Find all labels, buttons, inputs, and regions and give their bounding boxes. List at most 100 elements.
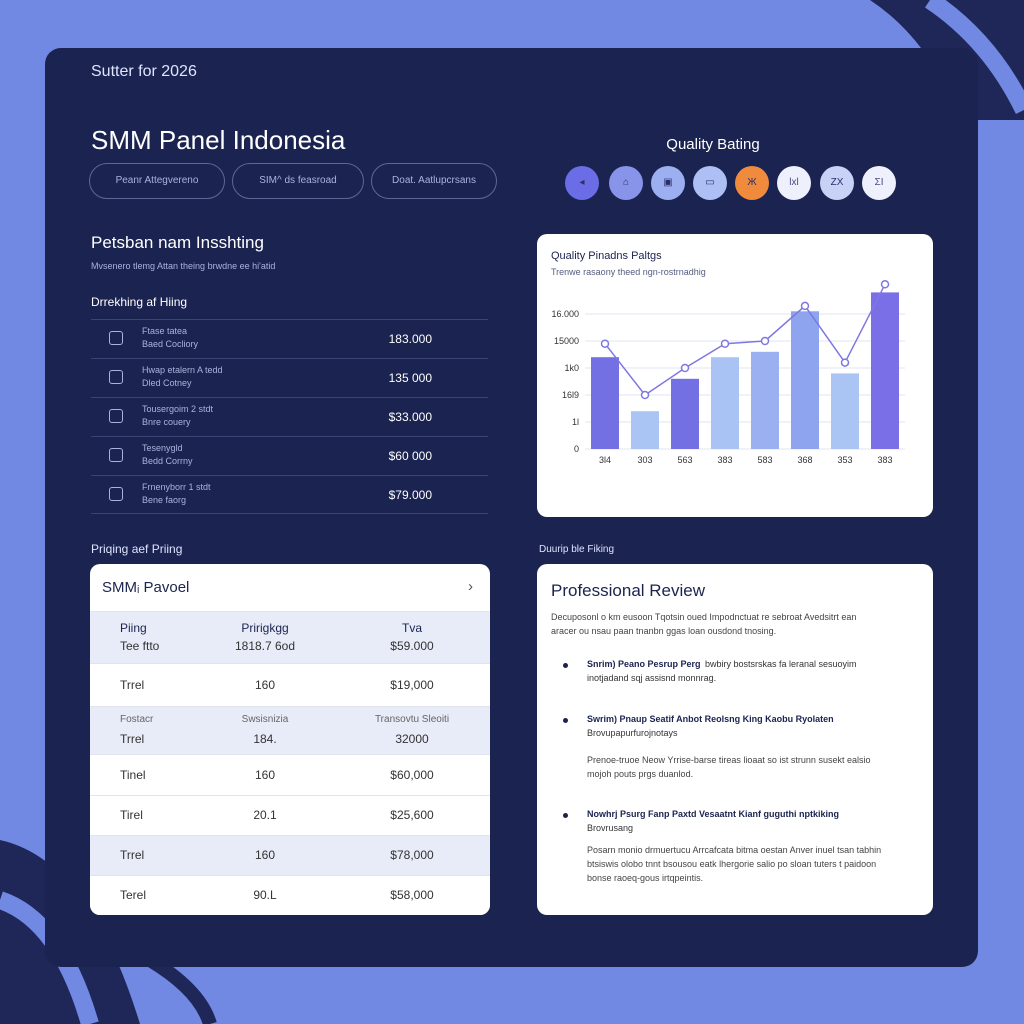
chart: 0 1l 16l9 1k0 15000 16.000 3l4 303 563 383 583 368 3…: [551, 280, 905, 465]
row-icon: [109, 370, 123, 384]
row-name: Frnenyborr 1 stdt: [142, 482, 211, 492]
bar: [831, 373, 859, 449]
table-cell: 1818.7 6od: [234, 639, 296, 653]
table-cell: Swsisnizia: [241, 714, 289, 725]
item-text: Posarn monio drmuertucu Arrcafcata bitma…: [587, 845, 882, 855]
row-price: 183.000: [388, 332, 432, 346]
bar: [791, 311, 819, 449]
trend-point: [840, 358, 850, 367]
row-sub: Bedd Corrny: [142, 456, 193, 466]
row-divider: [91, 436, 488, 437]
row-icon: [109, 448, 123, 462]
x-tick-label: 383: [877, 455, 892, 465]
rating-icon[interactable]: ▭: [693, 166, 727, 200]
row-shade: [90, 835, 490, 876]
filter-button[interactable]: Peanr Attegvereno: [89, 163, 225, 199]
filter-button[interactable]: Doat. Aatlupcrsans: [371, 163, 497, 199]
table-cell: Trrel: [120, 732, 145, 746]
row-divider: [91, 319, 488, 320]
table-cell: 184.: [253, 732, 277, 746]
bar: [671, 378, 699, 449]
table-cell: Transovtu Sleoiti: [374, 714, 450, 725]
x-tick-label: 563: [677, 455, 692, 465]
table-cell: $19,000: [390, 677, 434, 692]
y-tick-label: 1k0: [564, 363, 579, 373]
table-cell: $59.000: [390, 639, 434, 653]
item-line: Brovupapurfurojnotays: [587, 728, 678, 738]
table-cell: 32000: [395, 732, 429, 746]
decor-curve: [924, 0, 1024, 114]
trend-point: [760, 336, 770, 346]
chart-subtitle: Trenwe rasaony theed ngn-rostrnadhig: [551, 267, 706, 277]
trend-point: [880, 280, 890, 289]
item-heading: Nowhrj Psurg Fanp Paxtd Vesaatnt Kianf g…: [587, 809, 840, 819]
item-heading: Snrim) Peano Pesrup Perg: [587, 659, 701, 669]
row-sub: Dled Cotney: [142, 378, 192, 388]
bullet: [563, 718, 568, 723]
table-cell: 20.1: [253, 808, 277, 822]
item-line: bwbiry bostsrskas fa leranal sesuoyim: [705, 659, 857, 669]
y-tick-label: 1l: [572, 417, 579, 427]
trend-point: [680, 363, 690, 373]
bullet: [563, 813, 568, 818]
rating-title: Quality Bating: [666, 136, 760, 153]
rating-icon[interactable]: lxl: [777, 166, 811, 200]
rating-icon[interactable]: ⌂: [609, 166, 643, 200]
row-divider: [91, 475, 488, 476]
table-cell: 160: [254, 677, 276, 692]
x-tick-label: 368: [797, 455, 812, 465]
table-cell: Tinel: [120, 767, 146, 782]
section-label: Duurip ble Fiking: [539, 544, 615, 555]
review-intro: aracer ou nsau paan tnanbn ggas loan ous…: [551, 626, 777, 636]
table-cell: Fostacr: [120, 714, 154, 725]
filter-button[interactable]: SIM^ ds feasroad: [232, 163, 364, 199]
trend-point: [640, 390, 650, 400]
bar: [711, 357, 739, 449]
trend-point: [720, 339, 730, 348]
bar: [871, 292, 899, 449]
bullet: [563, 663, 568, 668]
rating-icon[interactable]: Ж: [735, 166, 769, 200]
table-cell: Pririgkgg: [241, 621, 289, 635]
y-tick-label: 16l9: [562, 390, 579, 400]
row-sub: Baed Cocliory: [142, 339, 199, 349]
item-text: bonse raoeq-gous irtqpeintis.: [587, 873, 704, 883]
trend-line: [604, 283, 886, 397]
table-cell: Tirel: [120, 808, 143, 822]
table-cell: Trrel: [120, 848, 145, 862]
bar: [631, 411, 659, 449]
y-tick-label: 16.000: [551, 309, 579, 319]
item-line: Brovrusang: [587, 823, 634, 833]
item-text: btsiswis olobo tnnt bsousou eatk lhergor…: [587, 859, 877, 869]
chart-title: Quality Pinadns Paltgs: [551, 250, 662, 262]
pricing-arrow[interactable]: ›: [468, 578, 473, 595]
item-text: mojoh pouts prgs duanlod.: [587, 769, 694, 779]
page-title: SMM Panel Indonesia: [91, 125, 346, 155]
row-name: Tesenygld: [142, 443, 183, 453]
x-tick-label: 383: [717, 455, 732, 465]
row-name: Ftase tatea: [142, 326, 188, 336]
section-label: Priqing aef Priing: [91, 542, 183, 556]
rating-icon[interactable]: ZX: [820, 166, 854, 200]
row-divider: [91, 358, 488, 359]
x-tick-label: 583: [757, 455, 772, 465]
row-price: 135 000: [388, 371, 432, 385]
table-cell: Piing: [120, 621, 147, 635]
row-shade: [90, 706, 490, 755]
rating-icon[interactable]: ◂: [565, 166, 599, 200]
decor-curve: [146, 953, 217, 1024]
table-cell: 160: [254, 767, 276, 782]
table-cell: $60,000: [390, 767, 434, 782]
chart-card: Quality Pinadns Paltgs Trenwe rasaony the…: [537, 234, 933, 517]
table-cell: Terel: [120, 888, 147, 902]
review-card: Professional Review Decuposonl o km eusoo…: [537, 564, 933, 915]
section-title: Petsban nam Insshting: [91, 233, 264, 252]
table-cell: $78,000: [390, 848, 434, 862]
x-tick-label: 353: [837, 455, 852, 465]
rating-icon[interactable]: ΣΙ: [862, 166, 896, 200]
row-sub: Bnre couery: [142, 417, 191, 427]
rating-icon[interactable]: ▣: [651, 166, 685, 200]
item-text: Prenoe-truoe Neow Yrrise-barse tireas li…: [587, 755, 871, 765]
list-title: Drrekhing af Hiing: [91, 295, 188, 309]
y-tick-label: 15000: [554, 336, 579, 346]
